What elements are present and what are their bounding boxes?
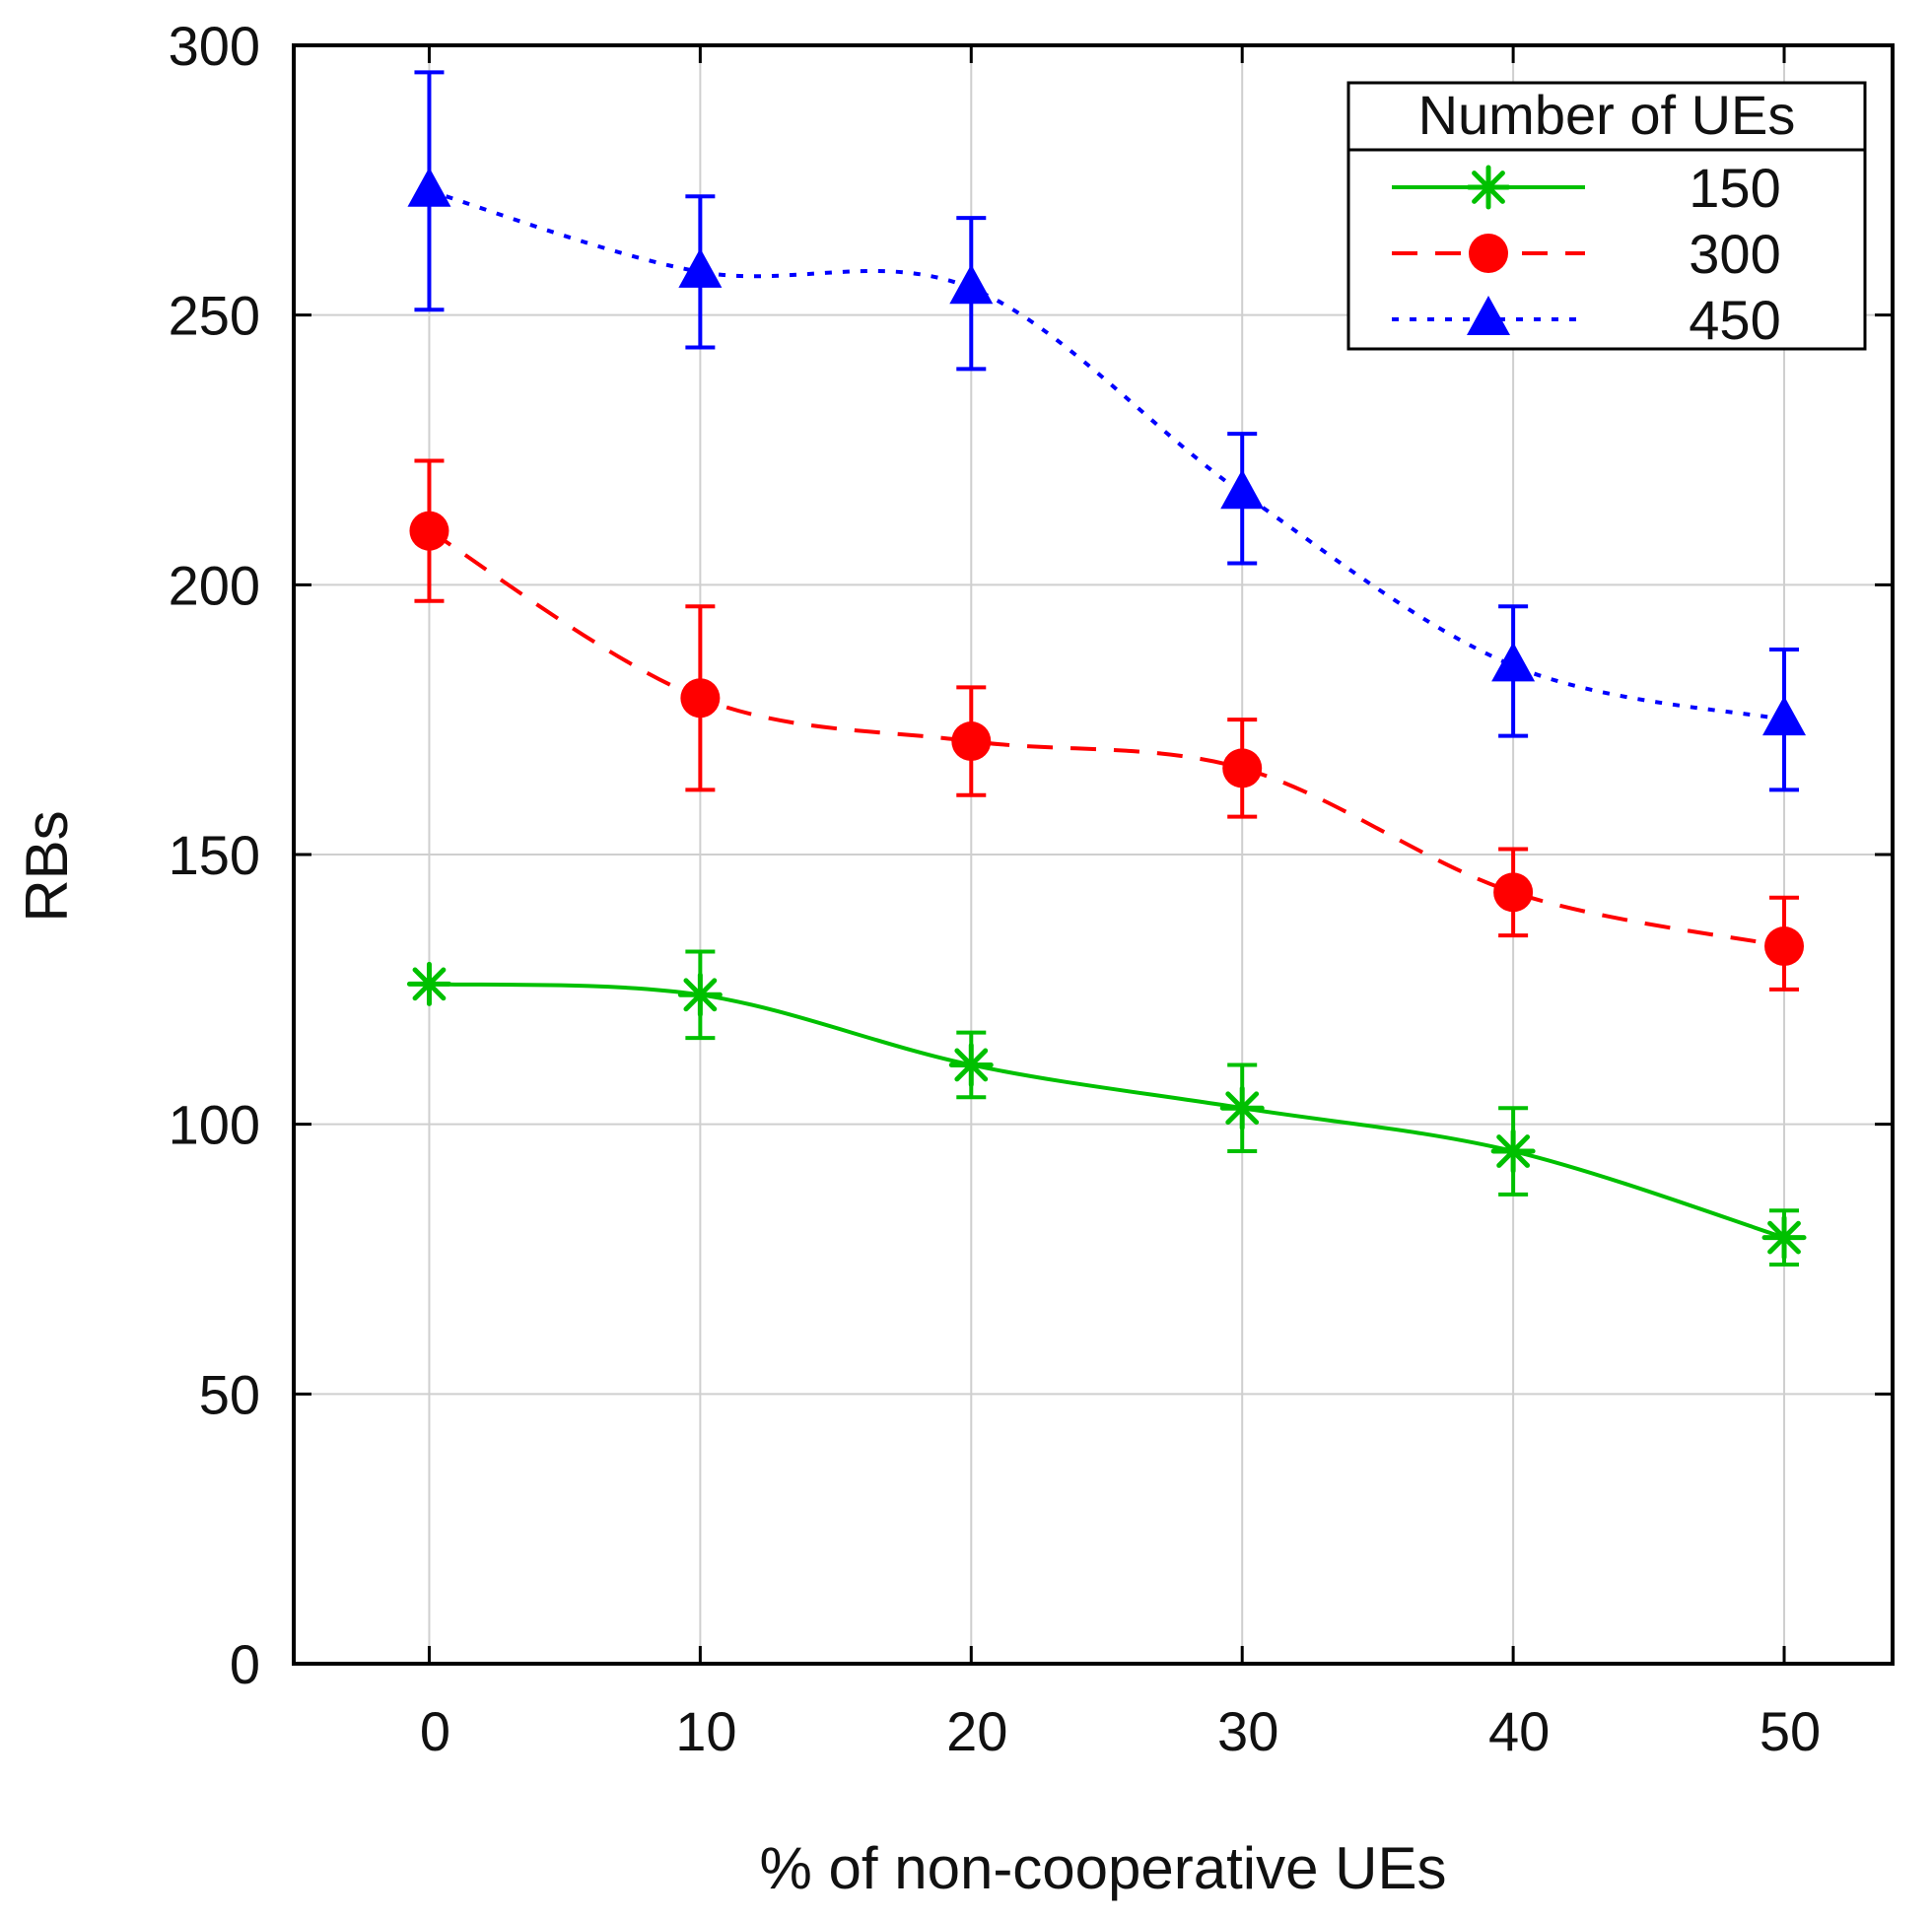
legend-label: 300 <box>1689 223 1780 285</box>
asterisk-stroke <box>683 978 718 1012</box>
y-axis-label: RBs <box>14 810 80 922</box>
y-tick-label: 250 <box>169 285 260 347</box>
data-point <box>406 961 451 1006</box>
series-line-150 <box>429 982 1785 1240</box>
asterisk-stroke <box>1767 1220 1801 1255</box>
data-point <box>678 247 723 288</box>
x-axis-label: % of non-cooperative UEs <box>759 1835 1446 1901</box>
y-tick-label: 0 <box>230 1633 260 1695</box>
legend-entry-150: 150 <box>1392 157 1781 219</box>
legend-label: 150 <box>1689 157 1780 219</box>
data-point <box>1490 1129 1536 1174</box>
data-point <box>1219 1085 1265 1130</box>
asterisk-stroke <box>954 1048 989 1082</box>
x-tick-label: 0 <box>420 1700 450 1762</box>
data-point <box>948 1042 994 1087</box>
data-point <box>1762 696 1807 736</box>
y-tick-label: 300 <box>169 15 260 77</box>
legend-swatch-marker <box>1466 165 1511 210</box>
legend-label: 450 <box>1689 289 1780 351</box>
data-point <box>1764 926 1805 967</box>
y-tick-label: 100 <box>169 1094 260 1156</box>
legend-entry-450: 450 <box>1392 289 1781 351</box>
data-point <box>949 264 994 305</box>
y-tick-label: 150 <box>169 824 260 886</box>
y-tick-label: 200 <box>169 554 260 616</box>
data-point <box>677 972 723 1017</box>
data-point <box>1222 748 1263 788</box>
series-300 <box>409 458 1805 992</box>
series-150 <box>406 949 1807 1267</box>
y-tick-label: 50 <box>199 1363 260 1425</box>
x-tick-label: 20 <box>946 1700 1007 1762</box>
data-point <box>1493 872 1534 913</box>
data-point <box>407 167 451 207</box>
data-point <box>1220 469 1265 510</box>
axis-ticks: 0 50 100 150 200 250 300 0 10 20 30 40 50 <box>169 15 1893 1762</box>
legend-box <box>1346 81 1867 351</box>
legend-swatch-marker <box>1469 234 1508 273</box>
x-tick-label: 40 <box>1488 1700 1550 1762</box>
data-point <box>1761 1215 1807 1261</box>
plot-series <box>406 70 1807 1267</box>
data-point <box>409 511 449 551</box>
x-tick-label: 10 <box>675 1700 736 1762</box>
series-450 <box>407 70 1807 792</box>
legend-title: Number of UEs <box>1418 84 1796 146</box>
data-point <box>951 721 992 762</box>
series-line-450 <box>428 188 1785 722</box>
series-line-300 <box>428 528 1785 949</box>
data-point <box>1491 642 1536 682</box>
asterisk-stroke <box>1496 1134 1531 1168</box>
legend-swatch-marker <box>1467 296 1510 335</box>
asterisk-stroke <box>1472 171 1505 204</box>
asterisk-stroke <box>1225 1091 1260 1126</box>
x-tick-label: 50 <box>1760 1700 1821 1762</box>
asterisk-stroke <box>412 967 447 1001</box>
x-tick-label: 30 <box>1217 1700 1278 1762</box>
data-point <box>680 678 721 719</box>
legend-entry-300: 300 <box>1392 223 1781 285</box>
